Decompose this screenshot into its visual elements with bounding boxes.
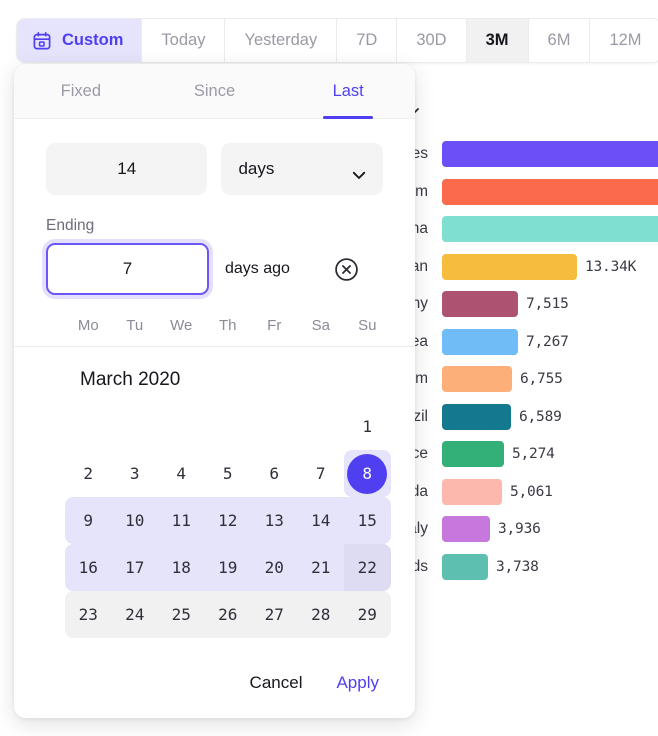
bar-rect[interactable] [442,216,658,242]
calendar-day-cell[interactable]: 25 [158,591,205,638]
calendar-day-cell[interactable]: 5 [222,464,233,483]
bar-rect[interactable] [442,141,658,167]
weekday-label: Mo [77,317,99,334]
circle-x-icon[interactable] [334,257,359,282]
bar-rect[interactable] [442,553,488,580]
calendar-day-cell[interactable]: 10 [111,497,158,544]
calendar-day-cell[interactable]: 9 [65,497,112,544]
calendar-day-cell[interactable]: 23 [65,591,112,638]
range-tab-7d[interactable]: 7D [337,19,398,62]
calendar-day-cell[interactable]: 27 [251,591,298,638]
date-range-tabbar[interactable]: Custom Today Yesterday 7D 30D 3M 6M 12M [16,18,658,63]
popover-body: 14 days Ending 7 days ago [14,119,415,685]
weekday-label: Su [358,317,377,334]
calendar-day-cell[interactable]: 11 [158,497,205,544]
bar-rect[interactable] [442,328,518,355]
range-tab-6m[interactable]: 6M [528,19,591,62]
calendar-day-cell[interactable]: 13 [251,497,298,544]
calendar-weekday-header: Mo Tu We Th Fr Sa Su [14,295,415,347]
weekday-label: Tu [126,317,144,334]
range-tab-12m[interactable]: 12M [590,19,658,62]
calendar-blank-cell [65,403,112,450]
calendar-day-cell[interactable]: 19 [204,544,251,591]
duration-amount-input[interactable]: 14 [46,143,208,195]
weekday-label: Th [218,317,237,334]
ending-label: Ending [46,217,95,234]
bar-rect[interactable] [442,478,502,505]
calendar-day-cell[interactable]: 28 [297,591,344,638]
bar-value-label: 7,267 [526,333,569,350]
calendar-month-title: March 2020 [80,369,181,390]
calendar-day-cell[interactable]: 12 [204,497,251,544]
tab-since[interactable]: Since [193,81,236,100]
duration-row: 14 days [14,119,415,195]
calendar-day-cell[interactable]: 1 [362,417,373,436]
calendar-day-cell[interactable]: 2 [83,464,94,483]
calendar-blank-cell [251,403,298,450]
calendar-day-cell[interactable]: 14 [297,497,344,544]
calendar-day-cell[interactable]: 17 [111,544,158,591]
calendar-day-cell[interactable]: 15 [344,497,391,544]
cancel-button[interactable]: Cancel [249,673,303,692]
bar-rect[interactable] [442,178,658,205]
bar-rect[interactable] [442,403,511,430]
calendar-grid[interactable]: 1 2 3 4 5 6 7 8 9 10 11 12 13 14 15 16 17 18 19 20 21 22 23 24 2… [14,391,415,685]
range-tab-today[interactable]: Today [142,19,226,62]
calendar-day-cell[interactable]: 8 [344,450,391,497]
tab-last[interactable]: Last [281,64,415,118]
bar-value-label: 3,738 [496,558,539,575]
duration-unit-select[interactable]: days [221,143,383,195]
calendar-day-cell[interactable]: 21 [297,544,344,591]
weekday-label: Sa [311,317,330,334]
calendar-day-cell[interactable]: 26 [204,591,251,638]
calendar-day-cell[interactable]: 24 [111,591,158,638]
ending-row: 7 days ago [14,235,415,295]
chevron-down-icon [352,165,366,179]
bar-rect[interactable] [442,441,504,467]
ending-input[interactable]: 7 [46,243,209,295]
date-range-popover: Fixed Since Last 14 days Ending 7 [14,64,415,718]
bar-rect[interactable] [442,516,490,542]
duration-unit-label: days [238,159,275,178]
bar-value-label: 7,515 [526,296,569,312]
bar-rect[interactable] [442,291,518,317]
calendar-blank-cell [158,403,205,450]
range-tab-yesterday[interactable]: Yesterday [225,19,338,62]
ending-suffix-label: days ago [225,260,290,277]
popover-footer: Cancel Apply [14,648,415,718]
bar-value-label: 6,589 [519,408,562,425]
bar-rect[interactable] [442,366,512,392]
range-tab-custom-label: Custom [62,31,124,49]
range-tab-30d[interactable]: 30D [397,19,467,62]
calendar-blank-cell [112,403,159,450]
calendar-day-cell[interactable]: 7 [315,464,326,483]
calendar-day-cell[interactable]: 18 [158,544,205,591]
weekday-label: Fr [267,317,282,334]
calendar-icon [32,31,52,51]
bar-rect[interactable] [442,253,577,280]
calendar-day-cell[interactable]: 6 [269,464,280,483]
popover-tabs: Fixed Since Last [14,64,415,119]
calendar-day-cell[interactable]: 29 [344,591,391,638]
calendar-day-cell[interactable]: 16 [65,544,112,591]
apply-button[interactable]: Apply [336,673,379,692]
tab-fixed[interactable]: Fixed [60,81,102,100]
bar-value-label: 3,936 [498,521,541,537]
weekday-label: We [170,317,193,334]
bar-value-label: 5,274 [512,446,555,462]
calendar-day-cell[interactable]: 20 [251,544,298,591]
calendar-day-selected: 8 [347,453,388,494]
calendar-day-cell[interactable]: 4 [176,464,187,483]
calendar-day-cell[interactable]: 22 [344,544,391,591]
range-tab-3m[interactable]: 3M [466,19,529,62]
bar-value-label: 13.34K [585,258,637,275]
calendar-day-cell[interactable]: 3 [129,464,140,483]
range-tab-custom[interactable]: Custom [17,19,143,62]
bar-value-label: 6,755 [520,371,563,387]
calendar-blank-cell [205,403,252,450]
calendar-blank-cell [298,403,345,450]
bar-value-label: 5,061 [510,483,553,500]
